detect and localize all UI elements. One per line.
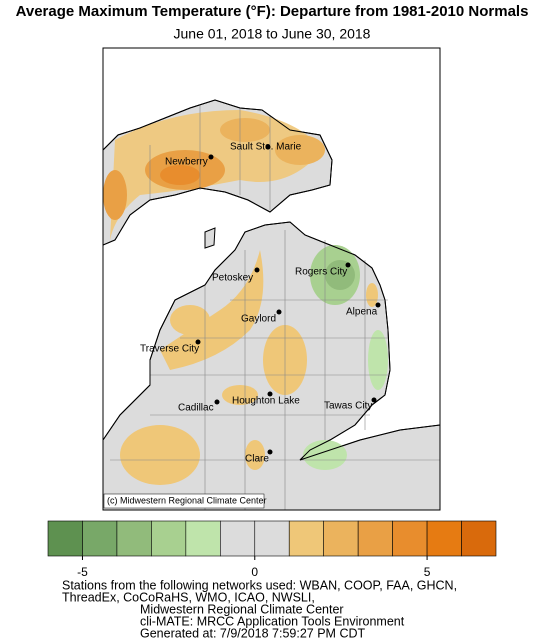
- city-dot: [214, 399, 220, 405]
- footer-line: Midwestern Regional Climate Center: [140, 602, 344, 616]
- legend-tick-label: 0: [251, 565, 258, 579]
- legend: -5 0 5: [47, 520, 497, 579]
- city-dot: [267, 391, 273, 397]
- city-label: Tawas City: [324, 401, 372, 412]
- legend-swatch: [461, 520, 497, 557]
- city-label: Gaylord: [241, 314, 276, 325]
- legend-swatch: [426, 520, 462, 557]
- legend-swatch: [220, 520, 256, 557]
- city-label: Petoskey: [212, 273, 253, 284]
- city-dot: [267, 449, 273, 455]
- city-label: Cadillac: [178, 403, 214, 414]
- city-label: Traverse City: [140, 344, 199, 355]
- legend-swatch: [47, 520, 83, 557]
- city-dot: [265, 144, 271, 150]
- city-dot: [195, 339, 201, 345]
- footer: Stations from the following networks use…: [62, 578, 457, 640]
- legend-swatch: [185, 520, 221, 557]
- city-dot: [254, 267, 260, 273]
- city-dot: [276, 309, 282, 315]
- legend-swatch: [323, 520, 359, 557]
- city-dot: [208, 154, 214, 160]
- map: Newberry Sault Ste. Marie Petoskey Rogers C…: [102, 47, 441, 511]
- footer-line: ThreadEx, CoCoRaHS, WMO, ICAO, NWSLI,: [62, 590, 315, 604]
- city-label: Rogers City: [295, 267, 347, 278]
- title: Average Maximum Temperature (°F): Depart…: [16, 3, 529, 20]
- legend-swatch: [254, 520, 290, 557]
- legend-swatch: [151, 520, 187, 557]
- legend-swatch: [392, 520, 428, 557]
- city-dot: [375, 302, 381, 308]
- subtitle: June 01, 2018 to June 30, 2018: [174, 26, 371, 42]
- city-label: Alpena: [346, 307, 378, 318]
- city-dot: [371, 397, 377, 403]
- footer-line: cli-MATE: MRCC Application Tools Environ…: [140, 614, 405, 628]
- credit: (c) Midwestern Regional Climate Center: [107, 495, 267, 505]
- legend-swatch: [288, 520, 324, 557]
- legend-swatch: [357, 520, 393, 557]
- footer-line: Stations from the following networks use…: [62, 578, 457, 592]
- legend-swatch: [116, 520, 152, 557]
- legend-tick-label: -5: [77, 565, 88, 579]
- city-label: Newberry: [165, 157, 208, 168]
- city-label: Sault Ste. Marie: [230, 142, 302, 153]
- legend-tick-label: 5: [424, 565, 431, 579]
- city-dot: [345, 262, 351, 268]
- legend-swatch: [82, 520, 118, 557]
- footer-line: Generated at: 7/9/2018 7:59:27 PM CDT: [140, 626, 365, 640]
- city-label: Houghton Lake: [232, 396, 300, 407]
- city-label: Clare: [245, 454, 269, 465]
